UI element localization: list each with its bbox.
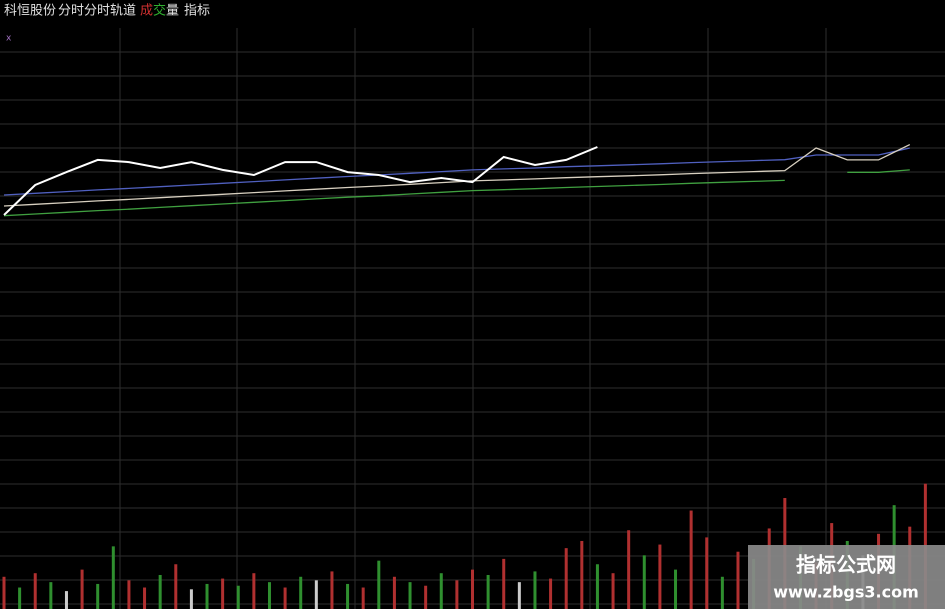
volume-bar: [96, 583, 100, 609]
volume-bar: [517, 582, 521, 609]
volume-bar: [611, 573, 615, 609]
volume-bar: [549, 578, 553, 609]
volume-char[interactable]: 交: [153, 3, 166, 19]
volume-bar: [424, 585, 428, 609]
volume-bar: [49, 582, 53, 609]
indicator-tab[interactable]: 指标: [184, 4, 210, 19]
volume-bar: [158, 574, 162, 609]
volume-bar: [658, 544, 662, 609]
volume-bar: [736, 551, 740, 609]
volume-bar: [705, 537, 709, 609]
volume-bar: [33, 573, 37, 609]
volume-bar: [189, 589, 193, 609]
volume-bar: [283, 587, 287, 609]
volume-bar: [377, 560, 381, 609]
volume-bar: [346, 583, 350, 609]
volume-bar: [533, 571, 537, 609]
tab[interactable]: 分时轨道: [84, 4, 136, 19]
volume-bar: [627, 530, 631, 609]
volume-bar: [439, 573, 443, 609]
volume-bar: [330, 571, 334, 609]
volume-bar: [642, 555, 646, 609]
series-line: [3, 147, 910, 196]
volume-bar: [64, 591, 68, 609]
series-line: [3, 144, 911, 207]
volume-bar: [580, 540, 584, 609]
volume-bar: [689, 510, 693, 609]
stock-name[interactable]: 科恒股份: [4, 4, 56, 19]
volume-bar: [299, 576, 303, 609]
volume-bar: [18, 587, 22, 609]
volume-bar: [143, 587, 147, 609]
volume-bar: [205, 583, 209, 609]
volume-bar: [252, 573, 256, 609]
volume-bar: [361, 587, 365, 609]
volume-bar: [408, 582, 412, 609]
volume-bar: [236, 585, 240, 609]
volume-bar: [80, 569, 84, 609]
volume-bar: [486, 574, 490, 609]
volume-bar: [674, 569, 678, 609]
volume-bar: [392, 576, 396, 609]
header-bar: [0, 0, 945, 22]
series-line: [3, 146, 598, 216]
volume-bar: [314, 580, 318, 609]
series-line: [3, 169, 910, 217]
volume-bar: [595, 564, 599, 609]
watermark-box: [748, 545, 945, 609]
volume-bar: [2, 576, 6, 609]
tab[interactable]: 分时: [58, 4, 84, 19]
volume-char[interactable]: 量: [166, 4, 179, 19]
volume-bar: [720, 576, 724, 609]
volume-bar: [267, 582, 271, 609]
volume-bar: [502, 558, 506, 609]
grid: [0, 28, 945, 609]
volume-bar: [455, 580, 459, 609]
volume-bar: [471, 569, 474, 609]
marker: x: [6, 34, 12, 44]
volume-bar: [221, 578, 225, 609]
volume-char[interactable]: 成: [140, 4, 153, 19]
volume-bar: [564, 548, 568, 609]
volume-bar: [127, 580, 131, 609]
volume-bar: [174, 564, 178, 609]
volume-bar: [111, 546, 115, 609]
watermark-title: 指标公式网: [796, 553, 896, 577]
watermark-url: www.zbgs3.com: [773, 583, 919, 602]
